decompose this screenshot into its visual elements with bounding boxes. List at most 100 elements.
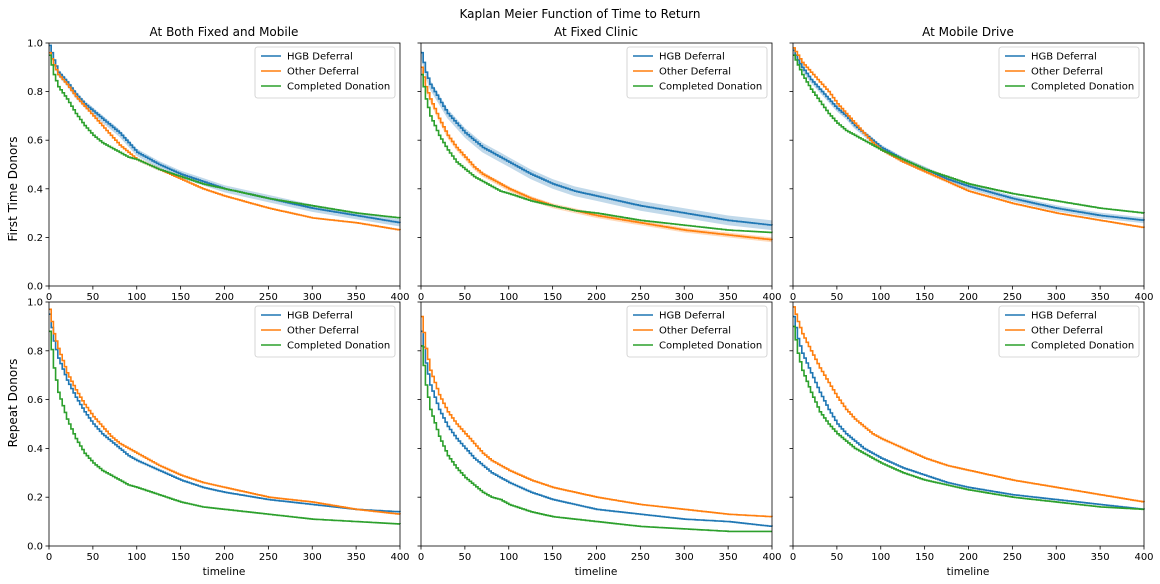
series-line-3	[793, 54, 1145, 214]
y-tick-label: 1.0	[27, 39, 43, 50]
legend-label-2: Other Deferral	[1031, 67, 1103, 78]
legend-box	[998, 46, 1140, 99]
legend-label-2: Other Deferral	[287, 326, 359, 337]
col-title-fixed: At Fixed Clinic	[554, 25, 638, 39]
x-tick-label: 50	[459, 292, 472, 303]
series-line-3	[793, 325, 1145, 511]
y-tick-label: 0.8	[27, 346, 43, 357]
legend: HGB Deferral Other Deferral Completed Dona…	[626, 46, 768, 99]
legend-label-3: Completed Donation	[659, 341, 762, 352]
x-tick-label: 300	[1047, 552, 1066, 563]
x-tick-label: 0	[46, 552, 52, 563]
x-tick-label: 400	[390, 292, 409, 303]
y-tick-label: 0.2	[27, 233, 43, 244]
series-line-3	[49, 54, 401, 219]
y-tick-label: 0.6	[27, 395, 43, 406]
legend-label-1: HGB Deferral	[287, 52, 353, 63]
x-tick-label: 150	[171, 292, 190, 303]
legend-label-1: HGB Deferral	[1031, 52, 1097, 63]
x-tick-label: 150	[915, 552, 934, 563]
x-tick-label: 350	[1091, 552, 1110, 563]
x-tick-label: 50	[831, 552, 844, 563]
x-tick-label: 300	[303, 292, 322, 303]
panel-1: 0 50 100 150 200 250 300 350 400 0.0 0.2 0.4 0.6 0.8 1…	[27, 39, 409, 304]
x-tick-label: 150	[543, 292, 562, 303]
x-tick-label: 200	[215, 292, 234, 303]
x-tick-label: 150	[171, 552, 190, 563]
x-tick-label: 200	[959, 552, 978, 563]
row-label-first-time: First Time Donors	[6, 137, 20, 242]
x-axis-label-3: timeline	[947, 566, 990, 578]
y-tick-label: 0.4	[27, 444, 43, 455]
x-tick-label: 250	[1003, 292, 1022, 303]
x-tick-label: 250	[259, 552, 278, 563]
x-tick-label: 100	[499, 292, 518, 303]
ci-band-1	[421, 47, 772, 231]
legend-label-3: Completed Donation	[287, 82, 390, 93]
x-tick-label: 100	[871, 552, 890, 563]
series-line-2	[49, 308, 401, 515]
series-line-1	[421, 330, 773, 527]
legend-label-1: HGB Deferral	[659, 311, 725, 322]
panel-5: 0 50 100 150 200 250 300 350 400 HGB Deferral Othe…	[417, 301, 782, 563]
x-axis-label-2: timeline	[575, 566, 618, 578]
series-line-3	[49, 330, 401, 525]
x-tick-label: 100	[499, 552, 518, 563]
panel-4: 0 50 100 150 200 250 300 350 400 0.0 0.2 0.4 0.6 0.8 1…	[27, 298, 409, 564]
x-tick-label: 400	[762, 552, 781, 563]
legend-label-3: Completed Donation	[1031, 341, 1134, 352]
legend-label-2: Other Deferral	[659, 67, 731, 78]
legend-box	[998, 305, 1140, 358]
panel-3: 0 50 100 150 200 250 300 350 400 HGB Deferral Othe…	[789, 42, 1154, 303]
x-tick-label: 400	[390, 552, 409, 563]
x-tick-label: 0	[790, 292, 796, 303]
series-line-2	[793, 47, 1145, 229]
legend: HGB Deferral Other Deferral Completed Dona…	[998, 46, 1140, 99]
figure-suptitle: Kaplan Meier Function of Time to Return	[459, 7, 700, 21]
panels-layer: 0 50 100 150 200 250 300 350 400 0.0 0.2 0.4 0.6 0.8 1…	[27, 39, 1153, 564]
col-title-both: At Both Fixed and Mobile	[150, 25, 299, 39]
x-tick-label: 400	[1134, 552, 1153, 563]
y-tick-label: 0.0	[27, 282, 43, 293]
series-line-2	[421, 315, 773, 518]
y-tick-label: 0.4	[27, 184, 43, 195]
series-line-2	[421, 66, 773, 241]
legend-box	[254, 305, 396, 358]
legend: HGB Deferral Other Deferral Completed Dona…	[254, 305, 396, 358]
series-line-2	[793, 306, 1145, 503]
col-title-mobile: At Mobile Drive	[922, 25, 1014, 39]
x-tick-label: 350	[347, 552, 366, 563]
x-tick-label: 250	[631, 292, 650, 303]
x-tick-label: 0	[418, 552, 424, 563]
x-tick-label: 250	[259, 292, 278, 303]
legend: HGB Deferral Other Deferral Completed Dona…	[626, 305, 768, 358]
x-tick-label: 350	[719, 292, 738, 303]
ci-band-1	[49, 43, 400, 227]
x-tick-label: 400	[1134, 292, 1153, 303]
x-tick-label: 200	[215, 552, 234, 563]
x-tick-label: 300	[675, 552, 694, 563]
x-tick-label: 350	[1091, 292, 1110, 303]
x-tick-label: 100	[871, 292, 890, 303]
x-tick-label: 300	[1047, 292, 1066, 303]
y-tick-label: 0.6	[27, 136, 43, 147]
x-tick-label: 50	[87, 552, 100, 563]
panel-2: 0 50 100 150 200 250 300 350 400 HGB Deferral Othe…	[417, 42, 782, 303]
x-tick-label: 100	[127, 292, 146, 303]
x-tick-label: 50	[87, 292, 100, 303]
row-label-repeat: Repeat Donors	[6, 359, 20, 448]
series-line-3	[421, 73, 773, 234]
x-tick-label: 0	[418, 292, 424, 303]
y-tick-label: 0.0	[27, 542, 43, 553]
legend-label-3: Completed Donation	[1031, 82, 1134, 93]
x-tick-label: 150	[915, 292, 934, 303]
x-tick-label: 50	[459, 552, 472, 563]
series-line-1	[421, 51, 773, 226]
legend-box	[254, 46, 396, 99]
x-tick-label: 350	[347, 292, 366, 303]
x-tick-label: 200	[959, 292, 978, 303]
panel-6: 0 50 100 150 200 250 300 350 400 HGB Deferral Othe…	[789, 301, 1154, 563]
x-tick-label: 150	[543, 552, 562, 563]
legend-label-1: HGB Deferral	[1031, 311, 1097, 322]
